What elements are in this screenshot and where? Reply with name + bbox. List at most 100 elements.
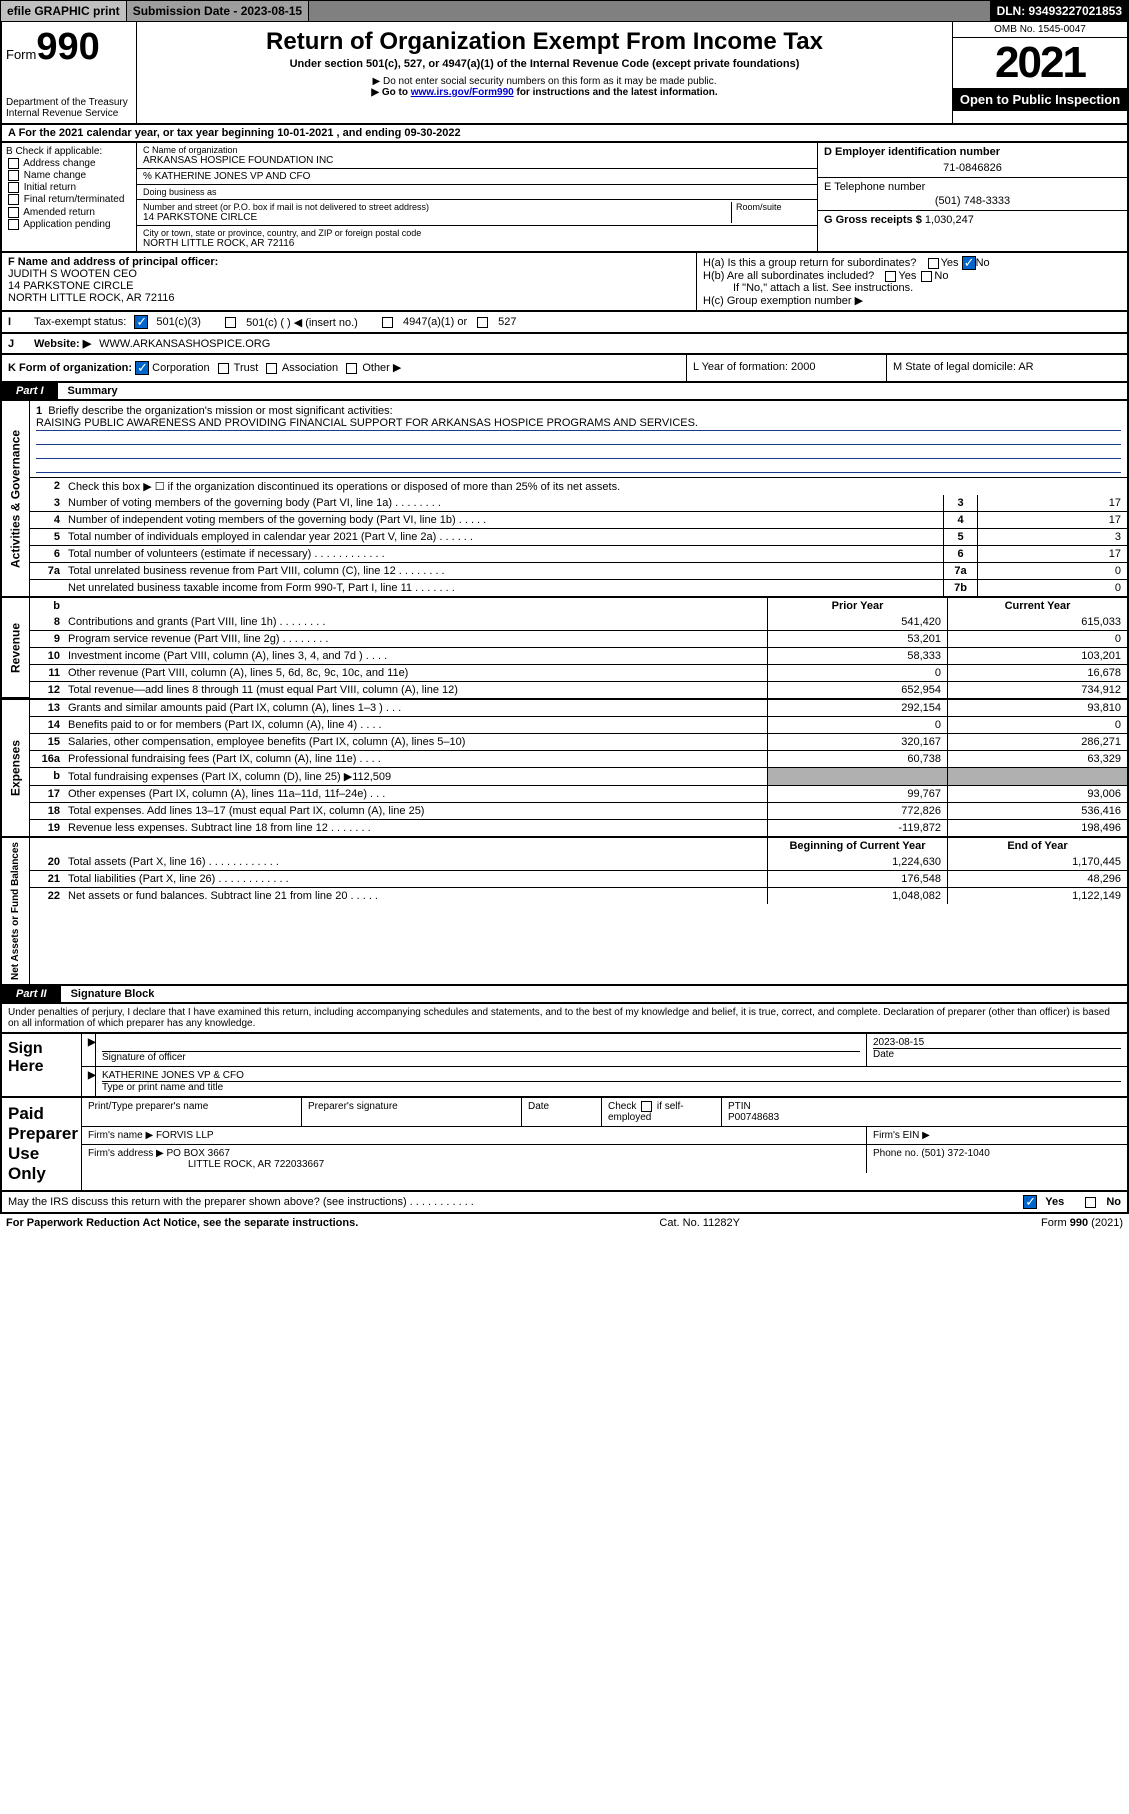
irs-link[interactable]: www.irs.gov/Form990 <box>411 87 514 98</box>
i-501c3: 501(c)(3) <box>156 316 201 328</box>
chk-pending[interactable]: Application pending <box>6 219 132 230</box>
g-label: G Gross receipts $ <box>824 214 922 226</box>
i-527[interactable]: 527 <box>498 316 516 328</box>
part1-header: Part I Summary <box>0 383 1129 401</box>
h-b-note: If "No," attach a list. See instructions… <box>703 282 1121 294</box>
addr2: LITTLE ROCK, AR 722033667 <box>88 1159 860 1170</box>
hdr-row: b Prior Year Current Year <box>30 598 1127 614</box>
chk-name[interactable]: Name change <box>6 170 132 181</box>
ein-label: Firm's EIN ▶ <box>867 1127 1127 1144</box>
header-right: OMB No. 1545-0047 2021 Open to Public In… <box>952 22 1127 123</box>
gross-receipts: 1,030,247 <box>925 214 974 226</box>
part1-gov: Activities & Governance 1 Briefly descri… <box>0 401 1129 598</box>
room-label: Room/suite <box>736 202 811 212</box>
sign-right: ▶ Signature of officer 2023-08-15 Date ▶… <box>82 1034 1127 1096</box>
arrow-icon-2: ▶ <box>82 1067 96 1096</box>
table-row: 16aProfessional fundraising fees (Part I… <box>30 750 1127 767</box>
officer-street: 14 PARKSTONE CIRCLE <box>8 280 134 292</box>
c-name-label: C Name of organization <box>143 145 811 155</box>
chk-final[interactable]: Final return/terminated <box>6 194 132 205</box>
e-label: E Telephone number <box>824 181 1121 193</box>
net-body: Beginning of Current Year End of Year 20… <box>30 838 1127 984</box>
city-label: City or town, state or province, country… <box>143 228 811 238</box>
paid-right: Print/Type preparer's name Preparer's si… <box>82 1098 1127 1190</box>
sign-row2: ▶ KATHERINE JONES VP & CFO Type or print… <box>82 1067 1127 1096</box>
firm-name: FORVIS LLP <box>156 1130 214 1141</box>
col-c: C Name of organization ARKANSAS HOSPICE … <box>137 143 817 251</box>
line2: 2 Check this box ▶ ☐ if the organization… <box>30 477 1127 495</box>
i-4947[interactable]: 4947(a)(1) or <box>403 316 467 328</box>
form-subtitle: Under section 501(c), 527, or 4947(a)(1)… <box>143 58 946 70</box>
k-corp: Corporation <box>152 362 209 374</box>
chk-amended[interactable]: Amended return <box>6 207 132 218</box>
firm-label: Firm's name ▶ <box>88 1130 153 1141</box>
hdr-prior: Prior Year <box>767 598 947 614</box>
gov-line: Net unrelated business taxable income fr… <box>30 579 1127 596</box>
chk-address[interactable]: Address change <box>6 158 132 169</box>
row-klm: K Form of organization: Corporation Trus… <box>0 355 1129 383</box>
header-mid: Return of Organization Exempt From Incom… <box>137 22 952 123</box>
table-row: 19Revenue less expenses. Subtract line 1… <box>30 819 1127 836</box>
signer-name-label: Type or print name and title <box>102 1081 1121 1093</box>
chk-initial[interactable]: Initial return <box>6 182 132 193</box>
row-i: I Tax-exempt status: 501(c)(3) 501(c) ( … <box>0 312 1129 334</box>
table-row: bTotal fundraising expenses (Part IX, co… <box>30 767 1127 785</box>
k-trust[interactable]: Trust <box>234 362 259 374</box>
hdr-b: b <box>30 598 64 614</box>
sig-date-label: Date <box>873 1048 1121 1060</box>
side-exp: Expenses <box>2 700 30 836</box>
table-row: 20Total assets (Part X, line 16) . . . .… <box>30 854 1127 870</box>
header-left: Form990 Department of the Treasury Inter… <box>2 22 137 123</box>
may-no[interactable]: No <box>1106 1196 1121 1208</box>
k-corp-chk[interactable] <box>135 361 149 375</box>
declaration: Under penalties of perjury, I declare th… <box>0 1004 1129 1034</box>
footer-right: Form 990 (2021) <box>1041 1217 1123 1229</box>
dept-treasury: Department of the Treasury <box>6 97 132 108</box>
hdr-blank <box>64 598 767 614</box>
addr1: PO BOX 3667 <box>167 1148 230 1159</box>
sign-row1: ▶ Signature of officer 2023-08-15 Date <box>82 1034 1127 1067</box>
paid-h1: Print/Type preparer's name <box>82 1098 302 1126</box>
hb-no[interactable]: No <box>934 270 948 282</box>
ha-yes[interactable]: Yes <box>941 257 959 269</box>
paid-h5: PTINP00748683 <box>722 1098 1127 1126</box>
table-row: 13Grants and similar amounts paid (Part … <box>30 700 1127 716</box>
d-label: D Employer identification number <box>824 146 1000 158</box>
ha-no-check[interactable] <box>962 256 976 270</box>
tax-year: 2021 <box>953 38 1127 88</box>
paid-label: Paid Preparer Use Only <box>2 1098 82 1190</box>
table-row: 11Other revenue (Part VIII, column (A), … <box>30 664 1127 681</box>
table-row: 22Net assets or fund balances. Subtract … <box>30 887 1127 904</box>
submission-date[interactable]: Submission Date - 2023-08-15 <box>127 1 309 21</box>
part2-header: Part II Signature Block <box>0 986 1129 1004</box>
footer-left: For Paperwork Reduction Act Notice, see … <box>6 1217 358 1229</box>
hb-yes[interactable]: Yes <box>898 270 916 282</box>
top-bar: efile GRAPHIC print Submission Date - 20… <box>0 0 1129 22</box>
e-row: E Telephone number (501) 748-3333 <box>818 178 1127 211</box>
may-yes-chk[interactable] <box>1023 1195 1037 1209</box>
block-b-g: B Check if applicable: Address change Na… <box>0 143 1129 253</box>
k-assoc[interactable]: Association <box>282 362 338 374</box>
j-label: Website: ▶ <box>34 337 91 350</box>
efile-label[interactable]: efile GRAPHIC print <box>1 1 127 21</box>
col-b: B Check if applicable: Address change Na… <box>2 143 137 251</box>
table-row: 15Salaries, other compensation, employee… <box>30 733 1127 750</box>
h-c: H(c) Group exemption number ▶ <box>703 294 1121 307</box>
may-discuss: May the IRS discuss this return with the… <box>0 1192 1129 1214</box>
sig-label: Signature of officer <box>102 1051 860 1063</box>
chk-501c3[interactable] <box>134 315 148 329</box>
k-other[interactable]: Other ▶ <box>362 362 401 374</box>
row-j: J Website: ▶ WWW.ARKANSASHOSPICE.ORG <box>0 334 1129 355</box>
part2-tab: Part II <box>2 986 61 1002</box>
k-label: K Form of organization: <box>8 362 132 374</box>
gov-body: 1 Briefly describe the organization's mi… <box>30 401 1127 596</box>
line1: 1 Briefly describe the organization's mi… <box>30 401 1127 477</box>
form-prefix: Form <box>6 47 36 62</box>
block-f-h: F Name and address of principal officer:… <box>0 253 1129 312</box>
mission-text: RAISING PUBLIC AWARENESS AND PROVIDING F… <box>36 417 1121 431</box>
i-501c[interactable]: 501(c) ( ) ◀ (insert no.) <box>246 316 358 329</box>
sign-block: Sign Here ▶ Signature of officer 2023-08… <box>0 1034 1129 1098</box>
col-de: D Employer identification number 71-0846… <box>817 143 1127 251</box>
c-careof: % KATHERINE JONES VP AND CFO <box>137 169 817 185</box>
goto-pre: ▶ Go to <box>371 87 410 98</box>
